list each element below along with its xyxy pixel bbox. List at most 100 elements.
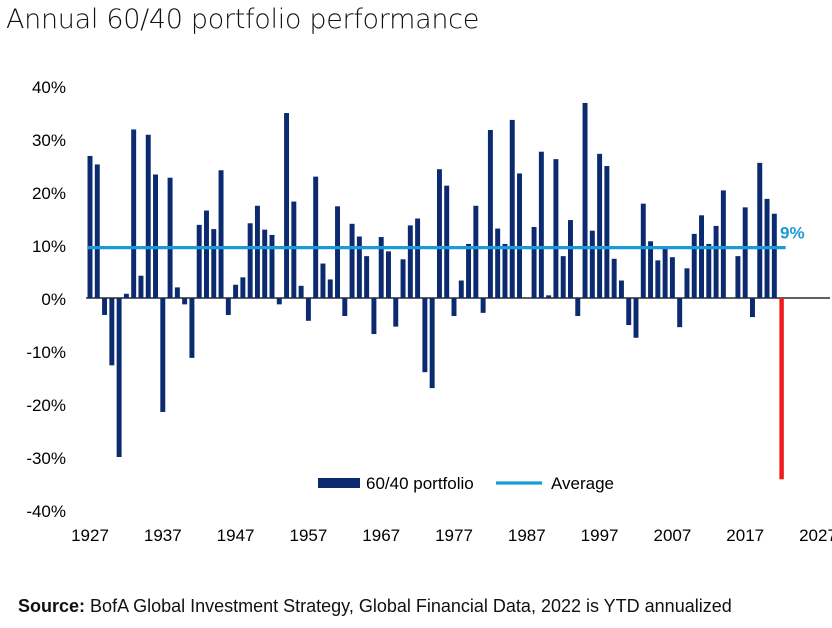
x-tick-label: 1987	[508, 526, 546, 545]
bar	[546, 295, 552, 298]
x-tick-label: 1937	[144, 526, 182, 545]
bar	[633, 298, 639, 338]
bar	[575, 298, 581, 317]
bar	[196, 224, 202, 298]
bar	[691, 233, 697, 298]
y-tick-label: 10%	[32, 237, 66, 256]
bar	[218, 170, 224, 298]
bar	[254, 205, 260, 298]
y-tick-label: 30%	[32, 131, 66, 150]
bar	[291, 201, 297, 298]
bar	[589, 230, 595, 298]
bar-highlight	[779, 298, 784, 480]
bar	[378, 237, 384, 298]
bar	[750, 298, 755, 318]
bar	[298, 285, 304, 298]
bar	[458, 280, 464, 298]
bar	[597, 153, 603, 298]
y-tick-label: -20%	[26, 396, 66, 415]
bar	[604, 166, 610, 298]
bar	[560, 256, 566, 298]
average-value-label: 9%	[780, 224, 805, 243]
bar	[487, 129, 493, 298]
bar	[320, 263, 326, 298]
bar	[211, 229, 217, 298]
y-tick-label: -10%	[26, 343, 66, 362]
bar	[538, 151, 544, 298]
bar-series	[87, 102, 784, 480]
bar	[436, 169, 442, 298]
bar	[415, 218, 421, 298]
bar	[393, 298, 399, 327]
source-label: Source:	[18, 596, 86, 616]
bar	[335, 206, 340, 298]
bar	[174, 287, 180, 298]
bar	[182, 298, 188, 305]
x-tick-label: 1957	[289, 526, 327, 545]
bar	[87, 155, 93, 298]
legend-bar-swatch	[318, 478, 360, 488]
bar	[233, 284, 239, 298]
bar	[364, 256, 370, 298]
chart-title: Annual 60/40 portfolio performance	[6, 4, 480, 35]
bar	[276, 298, 282, 305]
bar	[669, 257, 675, 298]
bar	[742, 207, 748, 298]
bar	[655, 260, 661, 298]
bar	[568, 220, 573, 298]
bar	[713, 225, 719, 298]
bar	[771, 213, 777, 298]
x-tick-label: 1997	[581, 526, 619, 545]
y-tick-label: 40%	[32, 78, 66, 97]
bar	[225, 298, 231, 315]
bar	[640, 203, 646, 298]
bar	[422, 298, 428, 373]
legend-label: Average	[551, 474, 614, 493]
bar	[407, 225, 413, 298]
bar	[342, 298, 348, 317]
x-tick-label: 2017	[726, 526, 764, 545]
bar	[123, 293, 129, 298]
bar	[553, 159, 559, 298]
bar	[386, 251, 391, 298]
bar	[240, 277, 246, 298]
bar	[284, 113, 290, 298]
x-tick-label: 2007	[653, 526, 691, 545]
bar	[502, 243, 508, 298]
bar	[706, 243, 712, 298]
bar	[677, 298, 683, 328]
bar	[444, 185, 450, 298]
bar	[517, 173, 522, 298]
bar	[720, 190, 726, 298]
y-tick-label: -40%	[26, 502, 66, 521]
bar	[480, 298, 486, 313]
bar	[160, 298, 166, 412]
y-tick-label: 0%	[41, 290, 66, 309]
bar	[626, 298, 632, 326]
bar	[189, 298, 195, 358]
legend: 60/40 portfolio Average	[318, 474, 614, 493]
bar	[473, 205, 479, 298]
y-tick-label: 20%	[32, 184, 66, 203]
x-tick-label: 1967	[362, 526, 400, 545]
bar	[247, 223, 253, 298]
x-tick-label: 1927	[71, 526, 109, 545]
bar	[400, 259, 406, 298]
legend-label: 60/40 portfolio	[366, 474, 474, 493]
bar	[757, 162, 763, 298]
bar	[429, 298, 435, 389]
bar	[305, 298, 311, 321]
bar	[131, 129, 137, 298]
bar	[699, 215, 704, 298]
bar	[495, 228, 501, 298]
bar	[145, 134, 151, 298]
bar	[618, 280, 624, 298]
x-axis: 1927 1937 1947 1957 1967 1977 1987 1997 2007 2017…	[71, 297, 832, 545]
bar	[313, 176, 319, 298]
bar	[582, 102, 588, 299]
bar	[371, 298, 377, 335]
bar	[167, 177, 173, 298]
bar	[509, 119, 515, 298]
bar	[138, 275, 144, 298]
bar	[684, 268, 690, 298]
